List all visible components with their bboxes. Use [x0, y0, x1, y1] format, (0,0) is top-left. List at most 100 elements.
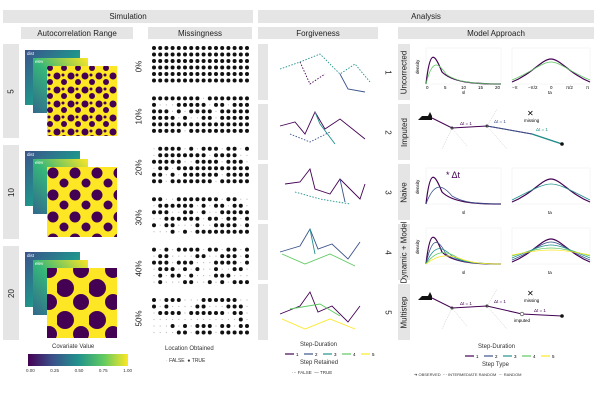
location-dot: [215, 281, 217, 283]
location-dot: [165, 180, 167, 182]
location-dot: [215, 110, 217, 112]
location-dot: [172, 110, 174, 112]
location-dot: [172, 198, 174, 200]
location-dot: [152, 78, 156, 83]
location-dot: [209, 104, 211, 106]
location-dot: [232, 172, 237, 177]
location-dot: [195, 247, 200, 252]
location-dot: [152, 102, 156, 107]
location-dot: [207, 280, 212, 285]
legend-swatch-label: 5: [552, 354, 555, 359]
location-dot: [226, 96, 231, 101]
location-dot: [201, 59, 206, 63]
location-dot: [232, 128, 237, 133]
location-dot: [201, 115, 206, 120]
location-dot: [184, 275, 186, 277]
location-dot: [220, 128, 225, 133]
location-dot: [152, 179, 156, 184]
location-dot: [183, 52, 187, 57]
location-dot: [214, 159, 218, 164]
location-dot: [176, 78, 181, 83]
location-dot: [207, 197, 212, 202]
location-dot: [245, 210, 249, 215]
legend-swatch-label: 3: [334, 352, 337, 357]
location-dot: [183, 46, 187, 50]
location-dot: [176, 102, 181, 107]
location-dot: [238, 267, 243, 272]
location-dot: [234, 325, 236, 327]
location-dot: [232, 197, 237, 202]
location-dot: [184, 130, 186, 132]
location-dot: [195, 159, 200, 164]
location-dot: [226, 109, 231, 114]
location-dot: [165, 231, 167, 233]
legend-swatch-label: 1: [476, 354, 479, 359]
location-dot: [238, 210, 243, 215]
location-dot: [203, 218, 205, 220]
location-dot: [195, 223, 200, 228]
location-dot: [189, 216, 194, 221]
location-dot: [226, 159, 231, 164]
col-forgiveness: Forgiveness: [258, 27, 378, 39]
location-dot: [203, 268, 205, 270]
legend-swatch-label: 2: [315, 352, 318, 357]
location-dot: [164, 210, 169, 215]
location-dot: [207, 166, 212, 171]
location-dot: [226, 247, 231, 252]
location-dot: [158, 280, 163, 285]
location-dot: [201, 298, 206, 302]
location-dot: [158, 179, 163, 184]
location-dot: [227, 312, 229, 314]
location-dot: [153, 167, 155, 169]
model-panels: density sl 0 5 10 15 20 ta −π −π/2 0 π/2…: [415, 47, 591, 330]
svg-text:ta: ta: [548, 90, 552, 95]
location-dot: [184, 224, 186, 226]
legend-step-retained-title: Step Retained: [300, 360, 339, 366]
location-dot: [232, 65, 237, 70]
location-dot: [153, 218, 155, 220]
location-dot: [183, 122, 187, 127]
location-dot: [190, 161, 192, 163]
location-dot: [201, 210, 206, 215]
location-dot: [238, 72, 243, 76]
location-dot: [238, 52, 243, 57]
location-dot: [170, 146, 175, 151]
location-dot: [164, 153, 169, 158]
location-dot: [245, 115, 249, 120]
location-dot: [184, 299, 186, 301]
location-dot: [178, 231, 180, 233]
location-dot: [201, 203, 206, 208]
location-dot: [189, 153, 194, 158]
location-dot: [164, 247, 169, 252]
location-dot: [195, 330, 200, 335]
location-dot: [178, 211, 180, 213]
svg-text:Δt = 1: Δt = 1: [494, 119, 506, 124]
location-dot: [207, 216, 212, 221]
location-dot: [227, 318, 229, 321]
location-dot: [238, 304, 243, 309]
location-dot: [189, 122, 194, 127]
location-dot: [176, 128, 181, 133]
location-dot: [220, 52, 225, 57]
location-dot: [215, 117, 217, 119]
location-dot: [170, 311, 175, 315]
location-dot: [176, 197, 181, 202]
location-dot: [220, 46, 225, 50]
location-dot: [232, 115, 237, 120]
svg-text:imputed: imputed: [514, 318, 531, 323]
location-dot: [240, 198, 242, 200]
location-dot: [209, 205, 211, 207]
location-dot: [176, 96, 181, 101]
location-dot: [159, 299, 161, 301]
location-dot: [195, 46, 200, 50]
location-dot: [170, 267, 175, 272]
location-dot: [170, 273, 175, 278]
location-dot: [176, 46, 181, 50]
location-dot: [183, 166, 187, 171]
location-dot: [195, 267, 200, 272]
location-dot: [246, 205, 248, 207]
location-dot: [245, 72, 249, 76]
location-dot: [159, 249, 161, 251]
location-dot: [176, 109, 181, 114]
location-dot: [226, 324, 231, 328]
